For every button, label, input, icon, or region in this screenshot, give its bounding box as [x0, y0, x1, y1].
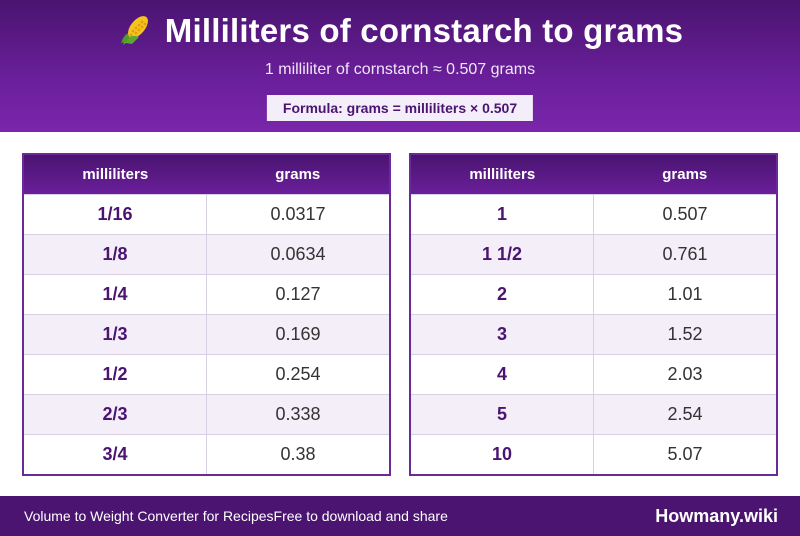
grams-cell: 5.07: [667, 444, 703, 464]
milliliters-cell: 3/4: [24, 435, 207, 474]
column-header-grams: grams: [275, 166, 321, 183]
grams-cell: 0.761: [662, 244, 708, 264]
grams-cell: 0.0634: [270, 244, 326, 264]
brand-logo[interactable]: Howmany.wiki: [655, 505, 778, 526]
table-row: 4 2.03: [411, 354, 776, 394]
footer: Volume to Weight Converter for Recipes F…: [0, 496, 800, 536]
subtitle: 1 milliliter of cornstarch ≈ 0.507 grams: [264, 61, 536, 78]
milliliters-cell: 1: [411, 195, 594, 234]
milliliters-cell: 1 1/2: [411, 235, 594, 274]
table-row: 1 1/2 0.761: [411, 234, 776, 274]
grams-cell: 2.54: [667, 404, 703, 424]
page-title: Milliliters of cornstarch to grams: [164, 12, 684, 49]
milliliters-cell: 1/3: [24, 315, 207, 354]
table-row: 5 2.54: [411, 394, 776, 434]
column-header-grams: grams: [662, 166, 708, 183]
footer-share-label: Free to download and share: [273, 508, 448, 524]
grams-cell: 0.38: [280, 444, 316, 464]
table-row: 3/4 0.38: [24, 434, 389, 474]
table-row: 1/16 0.0317: [24, 194, 389, 234]
grams-cell: 2.03: [667, 364, 703, 384]
milliliters-cell: 2: [411, 275, 594, 314]
grams-cell: 0.127: [275, 284, 321, 304]
grams-cell: 0.338: [275, 404, 321, 424]
table-row: 1/8 0.0634: [24, 234, 389, 274]
table-row: 1/2 0.254: [24, 354, 389, 394]
grams-cell: 0.507: [662, 204, 708, 224]
conversion-table-left: milliliters grams 1/16 0.0317 1/8 0.0634 1…: [22, 153, 391, 476]
milliliters-cell: 1/2: [24, 355, 207, 394]
formula-badge: Formula: grams = milliliters × 0.507: [266, 95, 534, 121]
table-header: milliliters grams: [24, 155, 389, 194]
milliliters-cell: 2/3: [24, 395, 207, 434]
table-row: 2 1.01: [411, 274, 776, 314]
grams-cell: 0.0317: [270, 204, 326, 224]
grams-cell: 0.254: [275, 364, 321, 384]
footer-text: Volume to Weight Converter for Recipes F…: [24, 508, 448, 524]
column-header-milliliters: milliliters: [82, 166, 149, 183]
footer-converter-label: Volume to Weight Converter for Recipes: [24, 508, 274, 524]
corn-icon: [117, 13, 153, 49]
table-row: 1 0.507: [411, 194, 776, 234]
milliliters-cell: 1/8: [24, 235, 207, 274]
table-row: 2/3 0.338: [24, 394, 389, 434]
table-row: 3 1.52: [411, 314, 776, 354]
milliliters-cell: 1/4: [24, 275, 207, 314]
grams-cell: 1.52: [667, 324, 703, 344]
column-header-milliliters: milliliters: [469, 166, 536, 183]
grams-cell: 0.169: [275, 324, 321, 344]
table-row: 10 5.07: [411, 434, 776, 474]
milliliters-cell: 4: [411, 355, 594, 394]
table-row: 1/3 0.169: [24, 314, 389, 354]
grams-cell: 1.01: [667, 284, 703, 304]
table-row: 1/4 0.127: [24, 274, 389, 314]
title-row: Milliliters of cornstarch to grams: [0, 12, 800, 50]
milliliters-cell: 3: [411, 315, 594, 354]
milliliters-cell: 10: [411, 435, 594, 474]
milliliters-cell: 1/16: [24, 195, 207, 234]
conversion-table-right: milliliters grams 1 0.507 1 1/2 0.761 2 1.0…: [409, 153, 778, 476]
table-header: milliliters grams: [411, 155, 776, 194]
milliliters-cell: 5: [411, 395, 594, 434]
header: Milliliters of cornstarch to grams 1 mil…: [0, 0, 800, 132]
